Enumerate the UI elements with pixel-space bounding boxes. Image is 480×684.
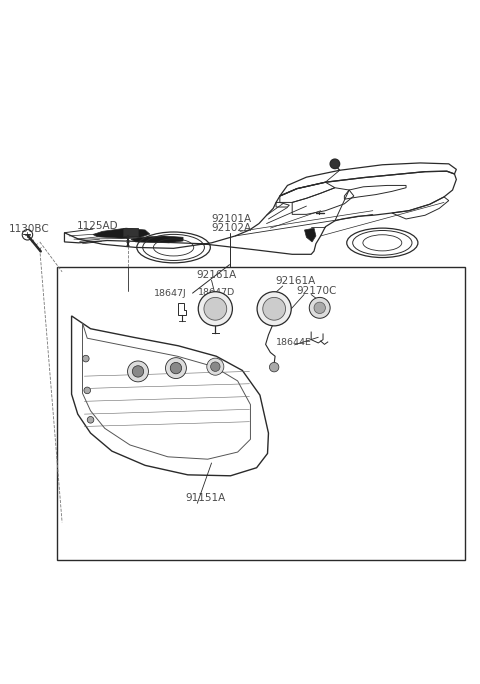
Text: 92161A: 92161A <box>196 270 237 280</box>
Polygon shape <box>131 236 183 243</box>
Polygon shape <box>93 228 150 238</box>
Circle shape <box>309 298 330 318</box>
Circle shape <box>166 358 186 378</box>
Text: 92161A: 92161A <box>276 276 316 286</box>
Circle shape <box>170 363 181 373</box>
Circle shape <box>330 159 340 168</box>
Circle shape <box>87 417 94 423</box>
Text: 18644E: 18644E <box>276 338 312 347</box>
Polygon shape <box>304 228 316 242</box>
Circle shape <box>207 358 224 376</box>
Circle shape <box>84 387 91 394</box>
Circle shape <box>263 298 286 320</box>
Circle shape <box>128 361 148 382</box>
Circle shape <box>83 355 89 362</box>
Text: 92170C: 92170C <box>296 287 336 296</box>
FancyBboxPatch shape <box>123 228 138 236</box>
Text: 92101A: 92101A <box>212 214 252 224</box>
Bar <box>57 267 466 560</box>
Text: 1125AD: 1125AD <box>76 222 118 231</box>
Circle shape <box>257 291 291 326</box>
Text: 91151A: 91151A <box>185 493 226 503</box>
Text: 18647J: 18647J <box>154 289 186 298</box>
Text: 1130BC: 1130BC <box>9 224 49 234</box>
Circle shape <box>204 298 227 320</box>
Circle shape <box>198 291 232 326</box>
Circle shape <box>132 366 144 377</box>
Text: 18647D: 18647D <box>198 288 236 297</box>
Circle shape <box>211 362 220 371</box>
Text: 92102A: 92102A <box>212 223 252 233</box>
Circle shape <box>269 363 279 372</box>
Circle shape <box>314 302 325 313</box>
